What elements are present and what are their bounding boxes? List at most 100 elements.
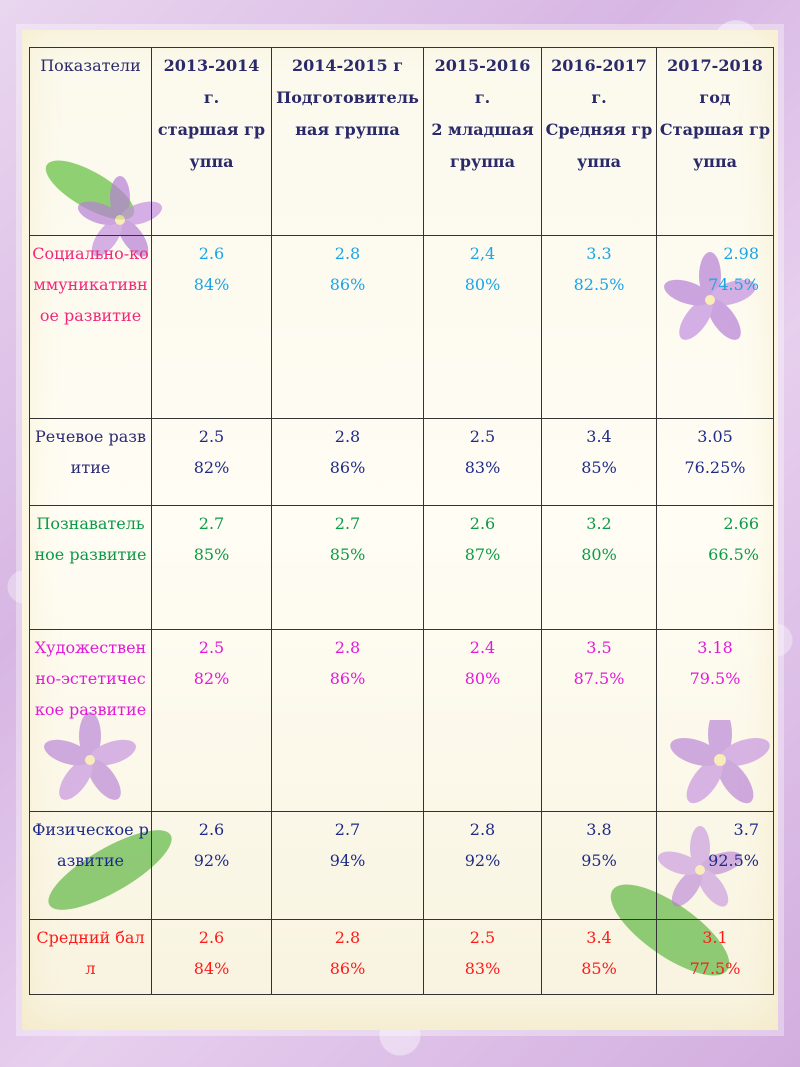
header-year: 2017-2018 — [667, 56, 763, 75]
score: 2.6 — [469, 514, 496, 534]
percent: 85% — [329, 545, 366, 565]
score: 2.6 — [198, 927, 225, 947]
percent: 82% — [193, 458, 230, 478]
score: 2.6 — [198, 819, 225, 839]
table-row: Средний балл 2.6 84% 2.8 86% 2.5 83% 3.4 85%… — [29, 918, 774, 996]
value-cell: 2.98 74.5% — [656, 234, 774, 420]
percent: 85% — [581, 458, 617, 478]
row-label-cell: Социально-коммуникативное развитие — [29, 234, 152, 420]
value-cell: 2.7 85% — [271, 505, 424, 630]
row-label: Познавательное развитие — [34, 514, 147, 565]
table-row: Речевое развитие 2.5 82% 2.8 86% 2.5 83% 3.… — [29, 418, 774, 507]
percent: 82.5% — [573, 275, 625, 294]
header-year: 2015-2016 — [434, 56, 531, 75]
value-cell: 2.6 92% — [151, 810, 272, 920]
header-indicator: Показатели — [29, 47, 152, 236]
value-cell: 3.2 80% — [541, 505, 657, 630]
score: 3.7 — [733, 819, 759, 839]
header-year-2017: 2017-2018 год Старшая группа — [656, 47, 774, 236]
header-group: Средняя группа — [545, 120, 653, 171]
header-year-2014: 2014-2015 г Подготовительная группа — [271, 47, 424, 236]
value-cell: 3.05 76.25% — [656, 418, 774, 507]
score: 3.1 — [702, 927, 728, 947]
value-cell: 2.4 80% — [423, 628, 542, 812]
score: 3.18 — [697, 637, 733, 657]
value-cell: 3.8 95% — [541, 810, 657, 920]
score: 3.05 — [697, 427, 733, 447]
row-label-cell: Физическое развитие — [29, 810, 152, 920]
header-year-suffix: г. — [474, 88, 491, 107]
row-label: Художественно-эстетическое развитие — [34, 637, 147, 719]
score: 2.6 — [198, 244, 225, 263]
value-cell: 2.66 66.5% — [656, 505, 774, 630]
percent: 85% — [193, 545, 230, 565]
percent: 95% — [581, 850, 617, 870]
percent: 66.5% — [708, 545, 759, 565]
value-cell: 2.8 86% — [271, 234, 424, 420]
row-label: Речевое развитие — [35, 427, 146, 478]
percent: 87.5% — [573, 668, 625, 688]
row-label-cell: Художественно-эстетическое развитие — [29, 628, 152, 812]
table-row: Художественно-эстетическое развитие 2.5 8… — [29, 628, 774, 812]
percent: 92% — [193, 850, 230, 870]
score: 3.2 — [586, 514, 612, 534]
percent: 83% — [464, 958, 501, 978]
value-cell: 3.5 87.5% — [541, 628, 657, 812]
header-row: Показатели 2013-2014 г. старшая группа 2… — [29, 47, 774, 236]
score: 2,4 — [469, 244, 496, 263]
score: 2.5 — [198, 637, 225, 657]
percent: 74.5% — [708, 275, 759, 294]
header-year-suffix: год — [699, 88, 731, 107]
percent: 80% — [464, 668, 501, 688]
score: 2.98 — [723, 244, 759, 263]
value-cell: 2.8 92% — [423, 810, 542, 920]
percent: 85% — [581, 958, 617, 978]
percent: 84% — [193, 958, 230, 978]
value-cell: 2.7 94% — [271, 810, 424, 920]
percent: 80% — [581, 545, 617, 565]
score: 2.8 — [334, 244, 361, 263]
header-indicator-label: Показатели — [40, 56, 141, 75]
header-year-suffix: г. — [203, 88, 220, 107]
header-group: старшая группа — [157, 120, 266, 171]
value-cell: 2.5 83% — [423, 418, 542, 507]
header-year: 2016-2017 — [551, 56, 647, 75]
value-cell: 3.7 92.5% — [656, 810, 774, 920]
value-cell: 2.7 85% — [151, 505, 272, 630]
table-row: Физическое развитие 2.6 92% 2.7 94% 2.8 92%… — [29, 810, 774, 920]
value-cell: 2.5 82% — [151, 418, 272, 507]
header-group: Старшая группа — [659, 120, 771, 171]
score: 2.8 — [334, 427, 361, 447]
score: 3.4 — [586, 927, 612, 947]
row-label-cell: Средний балл — [29, 918, 152, 996]
row-label: Средний балл — [36, 927, 145, 978]
percent: 87% — [464, 545, 501, 565]
score: 3.5 — [586, 637, 612, 657]
percent: 79.5% — [689, 668, 741, 688]
percent: 80% — [464, 275, 501, 294]
score: 2.66 — [723, 514, 759, 534]
score: 2.5 — [469, 427, 496, 447]
score: 2.8 — [469, 819, 496, 839]
percent: 94% — [329, 850, 366, 870]
score: 2.5 — [198, 427, 225, 447]
percent: 83% — [464, 458, 501, 478]
value-cell: 3.18 79.5% — [656, 628, 774, 812]
score: 2.8 — [334, 637, 361, 657]
percent: 82% — [193, 668, 230, 688]
value-cell: 2.8 86% — [271, 418, 424, 507]
development-results-table: Показатели 2013-2014 г. старшая группа 2… — [29, 47, 774, 996]
value-cell: 2.6 84% — [151, 234, 272, 420]
header-group: Подготовительная группа — [276, 88, 419, 139]
score: 2.7 — [334, 819, 361, 839]
header-group: 2 младшая группа — [431, 120, 534, 171]
percent: 86% — [329, 958, 366, 978]
value-cell: 2.5 83% — [423, 918, 542, 996]
percent: 84% — [193, 275, 230, 294]
row-label: Физическое развитие — [32, 819, 149, 870]
header-year-2016: 2016-2017 г. Средняя группа — [541, 47, 657, 236]
header-year-2015: 2015-2016 г. 2 младшая группа — [423, 47, 542, 236]
percent: 77.5% — [689, 958, 741, 978]
value-cell: 3.4 85% — [541, 418, 657, 507]
row-label-cell: Познавательное развитие — [29, 505, 152, 630]
